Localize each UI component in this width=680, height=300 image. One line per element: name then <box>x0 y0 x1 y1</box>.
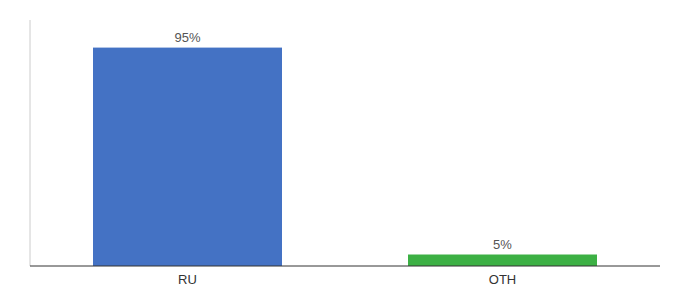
bar <box>93 48 282 266</box>
chart: RU OTH 95% 5% <box>0 0 680 300</box>
data-label: 5% <box>493 237 512 252</box>
bar <box>408 255 597 266</box>
chart-container: RU OTH 95% 5% <box>0 0 680 300</box>
x-tick-label: RU <box>178 272 197 287</box>
y-axis-line <box>30 20 31 266</box>
bars <box>93 48 597 266</box>
data-label: 95% <box>174 30 200 45</box>
x-tick-label: OTH <box>489 272 516 287</box>
x-axis-line <box>30 266 660 267</box>
